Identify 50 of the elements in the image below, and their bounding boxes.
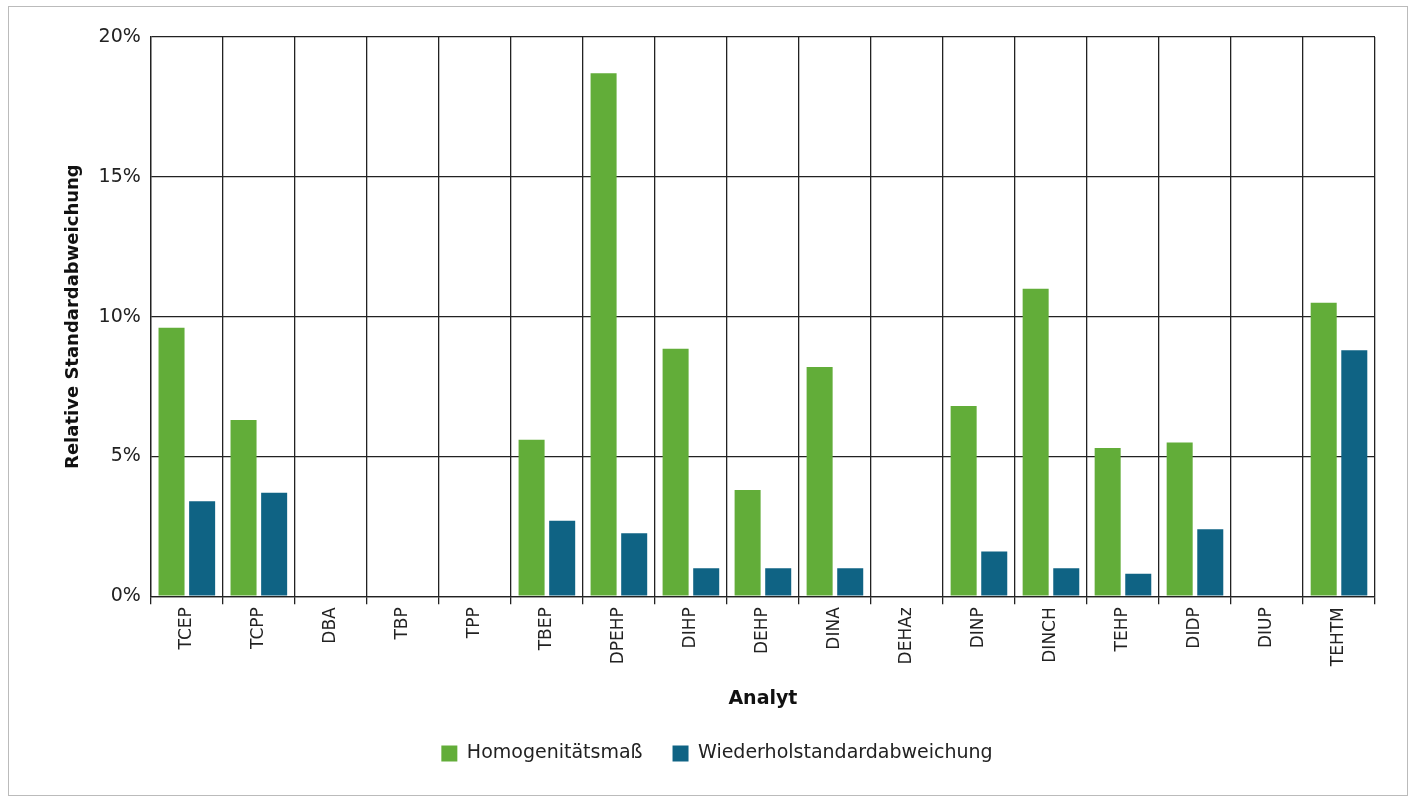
y-axis-title: Relative Standardabweichung: [61, 164, 83, 469]
bar: [230, 420, 257, 596]
bar: [1197, 529, 1224, 596]
bar: [518, 439, 545, 596]
x-tick-label: DIDP: [1183, 607, 1204, 649]
bar: [1166, 442, 1193, 596]
bar: [1125, 573, 1152, 596]
x-tick-label: TCEP: [175, 607, 196, 651]
x-axis-title: Analyt: [728, 685, 798, 708]
x-tick-label: DEHAz: [895, 607, 916, 665]
bar: [1053, 568, 1080, 596]
x-tick-label: TPP: [463, 607, 484, 640]
x-tick-label: TBP: [391, 607, 412, 641]
legend-label: Wiederholstandardabweichung: [698, 740, 993, 763]
bar: [1094, 448, 1121, 596]
x-tick-label: DBA: [319, 606, 340, 644]
x-tick-label: TEHP: [1111, 607, 1132, 653]
bar: [189, 501, 216, 596]
x-tick-label: DIHP: [679, 607, 700, 649]
bar: [765, 568, 792, 596]
legend-label: Homogenitätsmaß: [466, 740, 643, 763]
bar: [1341, 350, 1368, 596]
bar: [693, 568, 720, 596]
x-tick-label: DPEHP: [607, 607, 628, 665]
y-tick-label: 15%: [98, 163, 141, 186]
y-tick-label: 0%: [110, 583, 141, 606]
y-tick-label: 20%: [98, 23, 141, 46]
x-tick-label: DEHP: [751, 607, 772, 655]
bar: [158, 327, 185, 596]
bar: [1310, 302, 1337, 596]
bar: [590, 73, 617, 596]
x-tick-label: DINP: [967, 607, 988, 649]
bar: [806, 366, 833, 596]
x-tick-label: DINCH: [1039, 607, 1060, 663]
x-tick-label: DINA: [823, 606, 844, 650]
x-tick-label: DIUP: [1255, 607, 1276, 649]
bar: [549, 520, 576, 596]
bar: [662, 348, 689, 596]
bar: [261, 492, 288, 596]
bar: [1022, 288, 1049, 596]
y-tick-label: 5%: [110, 443, 141, 466]
x-tick-label: TBEP: [535, 607, 556, 652]
bar: [621, 533, 648, 596]
x-tick-label: TCPP: [247, 607, 268, 651]
bar: [734, 489, 761, 596]
bar: [950, 406, 977, 596]
bar: [837, 568, 864, 596]
y-tick-label: 10%: [98, 303, 141, 326]
bar: [981, 551, 1008, 596]
x-tick-label: TEHTM: [1327, 607, 1348, 668]
